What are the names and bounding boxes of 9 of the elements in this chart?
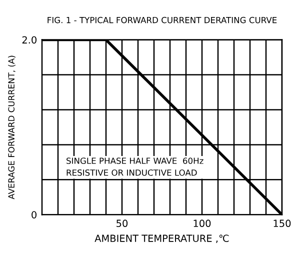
y-axis-title: AVERAGE FORWARD CURRENT, (A) (8, 56, 16, 200)
y-tick-label: 0 (32, 211, 36, 218)
x-tick-label: 150 (274, 220, 291, 228)
x-tick-label: 100 (194, 220, 211, 228)
x-tick-label: 50 (116, 220, 128, 228)
annotation: SINGLE PHASE HALF WAVE 60Hz RESISTIVE OR INDUCTIVE LOAD (66, 158, 204, 176)
chart-title: FIG. 1 - TYPICAL FORWARD CURRENT DERATING CURVE (48, 16, 277, 24)
y-tick-label: 2.0 (22, 36, 36, 44)
x-axis-title: AMBIENT TEMPERATURE ,℃ (94, 234, 229, 243)
